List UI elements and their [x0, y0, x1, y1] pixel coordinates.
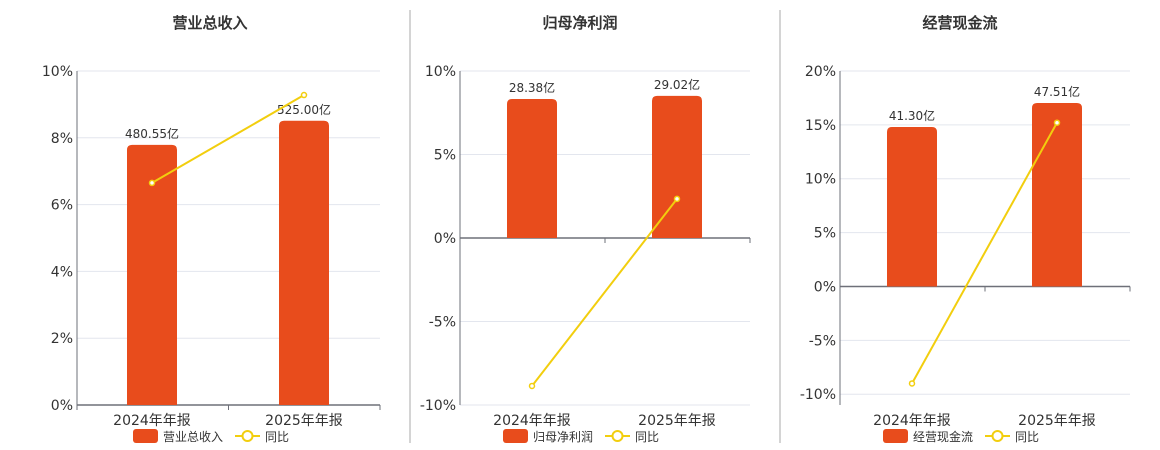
- chart-2: 归母净利润 -10% -5% 0% 5% 10% 28.38亿 2024年年报 29.02亿 20…: [420, 14, 751, 444]
- y-tick-label: 6%: [51, 198, 73, 214]
- legend-bar-swatch: [503, 429, 528, 443]
- x-tick-label: 2024年年报: [493, 413, 571, 429]
- chart-title: 归母净利润: [542, 14, 617, 32]
- legend-bar-label: 归母净利润: [533, 430, 593, 444]
- bar: [652, 95, 702, 238]
- legend: 经营现金流 同比: [883, 429, 1039, 444]
- y-tick-label: 20%: [805, 64, 836, 80]
- yoy-line: [911, 122, 1058, 384]
- legend-line-marker: [991, 430, 1004, 442]
- yoy-point: [528, 382, 536, 390]
- bar-data-label: 28.38亿: [509, 80, 555, 95]
- bar-data-label: 29.02亿: [654, 77, 700, 92]
- y-tick-label: -10%: [420, 398, 456, 414]
- y-tick-label: 15%: [805, 118, 836, 134]
- x-tick-label: 2025年年报: [265, 413, 343, 429]
- yoy-point: [673, 195, 681, 203]
- y-tick-label: 10%: [425, 64, 456, 80]
- bar-data-label: 41.30亿: [889, 108, 935, 123]
- yoy-line: [531, 198, 678, 387]
- bar-data-label: 47.51亿: [1034, 84, 1080, 99]
- bar: [127, 144, 177, 405]
- y-tick-label: 5%: [434, 148, 456, 164]
- legend-line-label: 同比: [635, 430, 659, 444]
- y-tick-label: 0%: [51, 398, 73, 414]
- legend-bar-swatch: [133, 429, 158, 443]
- legend-line-label: 同比: [265, 430, 289, 444]
- y-tick-label: -10%: [800, 387, 836, 403]
- legend-bar-label: 经营现金流: [913, 429, 973, 444]
- y-tick-label: 10%: [805, 172, 836, 188]
- y-tick-label: 0%: [814, 279, 836, 295]
- legend: 营业总收入 同比: [133, 429, 289, 444]
- bar-data-label: 480.55亿: [125, 126, 179, 141]
- legend: 归母净利润 同比: [503, 429, 659, 444]
- chart-title: 经营现金流: [922, 14, 997, 32]
- yoy-line: [151, 94, 305, 184]
- bar: [507, 99, 557, 238]
- yoy-point: [300, 91, 308, 99]
- chart-1: 营业总收入 0% 2% 4% 6% 8% 10% 480.55亿 2024年年报 525.00亿 2…: [42, 14, 381, 444]
- yoy-point: [1053, 119, 1061, 126]
- legend-line-label: 同比: [1015, 430, 1039, 444]
- bar-data-label: 525.00亿: [277, 102, 331, 117]
- y-tick-label: 0%: [434, 231, 456, 247]
- y-tick-label: 10%: [42, 64, 73, 80]
- y-tick-label: -5%: [429, 315, 456, 331]
- y-tick-label: -5%: [809, 333, 836, 349]
- yoy-point: [148, 179, 156, 187]
- legend-bar-label: 营业总收入: [163, 430, 223, 444]
- legend-line-marker: [611, 430, 624, 442]
- y-tick-label: 5%: [814, 226, 836, 242]
- bar: [1032, 103, 1082, 287]
- legend-bar-swatch: [883, 429, 908, 443]
- x-tick-label: 2024年年报: [113, 413, 191, 429]
- chart-title: 营业总收入: [172, 14, 247, 32]
- yoy-point: [908, 380, 916, 387]
- x-tick-label: 2024年年报: [873, 413, 951, 429]
- bar: [279, 120, 329, 405]
- x-tick-label: 2025年年报: [1018, 413, 1096, 429]
- y-tick-label: 8%: [51, 131, 73, 147]
- legend-line-marker: [241, 430, 254, 442]
- y-tick-label: 2%: [51, 331, 73, 347]
- y-tick-label: 4%: [51, 264, 73, 280]
- bar: [887, 126, 937, 287]
- x-tick-label: 2025年年报: [638, 413, 716, 429]
- chart-3: 经营现金流 -10% -5% 0% 5% 10% 15% 20% 41.30亿 2024年年报 47…: [800, 14, 1131, 444]
